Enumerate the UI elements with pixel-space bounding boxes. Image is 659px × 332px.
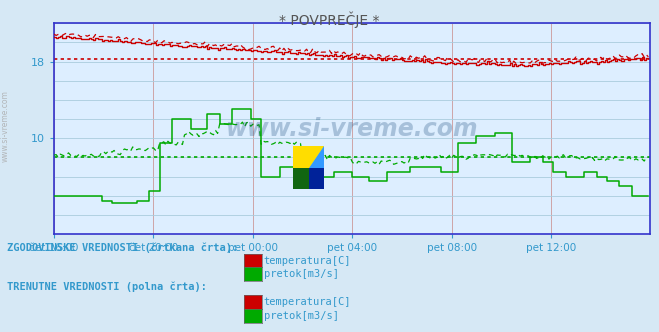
- Text: ZGODOVINSKE VREDNOSTI (črtkana črta):: ZGODOVINSKE VREDNOSTI (črtkana črta):: [7, 242, 238, 253]
- Bar: [293, 168, 308, 189]
- Bar: [308, 146, 324, 168]
- Text: temperatura[C]: temperatura[C]: [264, 297, 351, 307]
- Text: * POVPREČJE *: * POVPREČJE *: [279, 12, 380, 28]
- Text: www.si-vreme.com: www.si-vreme.com: [1, 90, 10, 162]
- Polygon shape: [308, 146, 324, 168]
- Text: TRENUTNE VREDNOSTI (polna črta):: TRENUTNE VREDNOSTI (polna črta):: [7, 282, 206, 292]
- Text: pretok[m3/s]: pretok[m3/s]: [264, 269, 339, 279]
- Text: temperatura[C]: temperatura[C]: [264, 256, 351, 266]
- Bar: [293, 146, 308, 168]
- Text: pretok[m3/s]: pretok[m3/s]: [264, 311, 339, 321]
- Text: www.si-vreme.com: www.si-vreme.com: [226, 117, 478, 141]
- Polygon shape: [308, 146, 324, 168]
- Bar: [308, 168, 324, 189]
